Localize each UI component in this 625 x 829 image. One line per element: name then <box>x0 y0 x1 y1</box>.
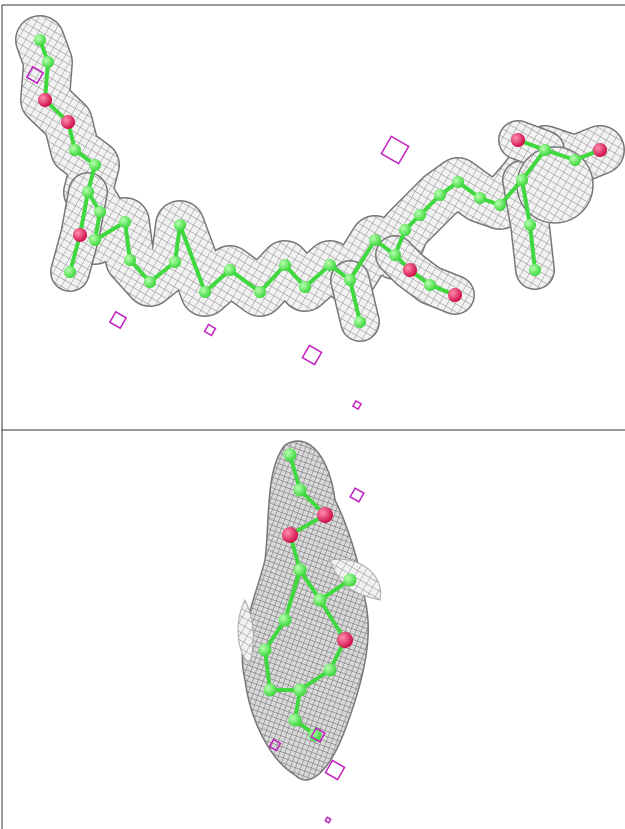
bond <box>348 279 362 323</box>
carbon-atom <box>494 199 506 211</box>
carbon-atom <box>569 154 581 166</box>
carbon-atom <box>199 286 211 298</box>
oxygen-atom <box>282 527 298 543</box>
carbon-atom <box>389 249 401 261</box>
oxygen-atom <box>317 507 333 523</box>
carbon-atom <box>119 216 131 228</box>
carbon-atom <box>124 254 136 266</box>
carbon-atom <box>42 56 54 68</box>
carbon-atom <box>323 663 337 677</box>
carbon-atom <box>524 219 536 231</box>
density-mesh <box>237 598 254 667</box>
difference-density <box>203 323 217 337</box>
carbon-atom <box>34 34 46 46</box>
carbon-atom <box>279 259 291 271</box>
carbon-atom <box>254 286 266 298</box>
bottom-panel <box>237 440 382 824</box>
carbon-atom <box>293 563 307 577</box>
carbon-atom <box>474 192 486 204</box>
carbon-atom <box>278 613 292 627</box>
oxygen-atom <box>337 632 353 648</box>
oxygen-atom <box>448 288 462 302</box>
top-panel <box>15 15 625 411</box>
oxygen-atom <box>61 115 75 129</box>
difference-density <box>268 738 282 752</box>
difference-density <box>108 310 128 330</box>
carbon-atom <box>263 683 277 697</box>
difference-density <box>301 344 323 366</box>
carbon-atom <box>64 266 76 278</box>
carbon-atom <box>258 643 272 657</box>
carbon-atom <box>293 483 307 497</box>
oxygen-atom <box>403 263 417 277</box>
carbon-atom <box>344 274 356 286</box>
carbon-atom <box>293 683 307 697</box>
carbon-atom <box>69 144 81 156</box>
carbon-atom <box>414 209 426 221</box>
carbon-atom <box>452 176 464 188</box>
carbon-atom <box>369 234 381 246</box>
carbon-atom <box>288 713 302 727</box>
carbon-atom <box>89 234 101 246</box>
oxygen-atom <box>593 143 607 157</box>
difference-density <box>310 727 326 743</box>
carbon-atom <box>343 573 357 587</box>
carbon-atom <box>144 276 156 288</box>
difference-density <box>349 487 365 503</box>
carbon-atom <box>529 264 541 276</box>
difference-density <box>324 759 346 781</box>
oxygen-atom <box>38 93 52 107</box>
carbon-atom <box>308 728 322 742</box>
carbon-atom <box>169 256 181 268</box>
difference-density <box>324 816 332 824</box>
carbon-atom <box>82 186 94 198</box>
bond <box>393 253 456 297</box>
carbon-atom <box>89 159 101 171</box>
carbon-atom <box>283 448 297 462</box>
carbon-atom <box>299 281 311 293</box>
oxygen-atom <box>511 133 525 147</box>
carbon-atom <box>516 174 528 186</box>
carbon-atom <box>174 219 186 231</box>
carbon-atom <box>324 259 336 271</box>
carbon-atom <box>354 316 366 328</box>
carbon-atom <box>313 593 327 607</box>
carbon-atom <box>399 224 411 236</box>
carbon-atom <box>434 189 446 201</box>
carbon-atom <box>539 144 551 156</box>
difference-density <box>351 399 363 411</box>
difference-density <box>380 135 410 165</box>
difference-density <box>25 65 45 85</box>
carbon-atom <box>224 264 236 276</box>
carbon-atom <box>94 206 106 218</box>
carbon-atom <box>424 279 436 291</box>
oxygen-atom <box>73 228 87 242</box>
